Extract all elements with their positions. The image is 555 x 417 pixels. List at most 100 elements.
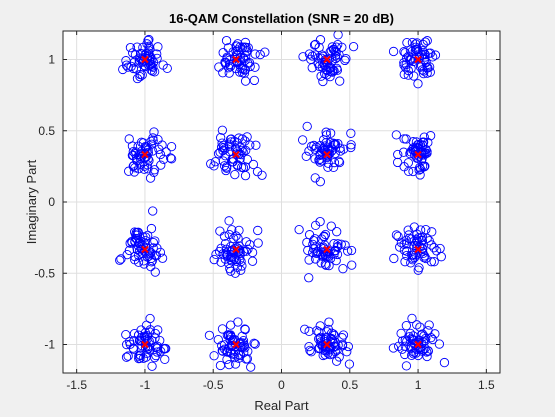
received-symbol-point — [323, 324, 334, 335]
received-symbol-point — [304, 273, 314, 283]
received-symbol-point — [419, 137, 429, 147]
y-tick-label: 1 — [48, 53, 55, 67]
received-symbol-point — [323, 162, 333, 172]
received-symbol-point — [302, 121, 312, 132]
received-symbol-point — [234, 59, 244, 70]
received-symbol-point — [310, 144, 320, 154]
received-symbol-point — [322, 327, 332, 337]
received-symbol-point — [415, 322, 425, 332]
received-symbol-point — [332, 227, 342, 237]
received-symbol-point — [206, 159, 216, 169]
received-symbol-point — [166, 141, 177, 152]
received-symbol-point — [415, 170, 425, 180]
received-symbol-point — [329, 157, 340, 168]
x-axis-ticks: -1.5 -1 -0.5 0 0.5 1 1.5 — [66, 31, 495, 392]
received-symbol-point — [155, 149, 166, 160]
received-symbol-point — [393, 149, 403, 160]
received-symbol-point — [401, 321, 412, 331]
received-symbol-point — [310, 154, 320, 164]
received-symbol-point — [335, 76, 345, 86]
received-symbol-point — [411, 39, 421, 49]
received-symbol-point — [409, 222, 419, 232]
received-symbol-point — [209, 161, 219, 171]
received-symbol-point — [252, 167, 263, 177]
received-symbol-point — [138, 232, 148, 242]
ideal-symbol-marker — [323, 55, 331, 64]
received-symbol-point — [221, 165, 231, 176]
received-symbol-point — [146, 261, 156, 272]
received-symbol-point — [124, 337, 135, 347]
received-symbol-point — [132, 230, 142, 240]
received-symbol-point — [131, 233, 142, 244]
received-symbol-point — [343, 246, 353, 256]
received-symbol-point — [230, 268, 240, 278]
received-symbol-point — [403, 65, 413, 76]
received-symbol-point — [417, 161, 428, 171]
x-tick-label: 1.5 — [478, 378, 495, 392]
received-symbol-point — [148, 206, 158, 216]
received-symbol-point — [413, 79, 423, 89]
received-symbol-point — [153, 325, 163, 335]
received-symbol-point — [144, 44, 154, 54]
received-symbol-point — [235, 350, 245, 361]
y-tick-label: 0.5 — [38, 124, 55, 138]
ideal-symbol-marker — [323, 245, 331, 254]
received-symbol-point — [407, 144, 418, 154]
received-symbol-point — [434, 339, 445, 349]
received-symbol-point — [217, 138, 227, 148]
received-symbol-point — [243, 43, 253, 53]
received-symbol-point — [209, 351, 219, 361]
received-symbol-point — [146, 61, 157, 71]
received-symbol-point — [134, 351, 144, 361]
received-symbol-point — [405, 45, 416, 55]
received-symbols — [115, 31, 450, 372]
received-symbol-point — [388, 46, 399, 57]
received-symbol-point — [329, 238, 339, 249]
received-symbol-point — [346, 142, 356, 153]
received-symbol-point — [232, 161, 243, 171]
received-symbol-point — [241, 246, 251, 256]
received-symbol-point — [412, 235, 422, 245]
received-symbol-point — [421, 57, 431, 68]
received-symbol-point — [420, 161, 430, 171]
received-symbol-point — [225, 263, 235, 274]
ideal-symbol-marker — [232, 150, 240, 159]
received-symbol-point — [222, 330, 233, 340]
ideal-symbol-marker — [414, 55, 422, 64]
received-symbol-point — [135, 153, 146, 164]
received-symbol-point — [248, 159, 259, 170]
received-symbol-point — [421, 224, 431, 235]
received-symbol-point — [346, 245, 357, 256]
received-symbol-point — [153, 134, 163, 145]
received-symbol-point — [141, 352, 151, 362]
ideal-symbol-marker — [323, 150, 331, 159]
received-symbol-point — [135, 353, 145, 363]
received-symbol-point — [204, 330, 215, 340]
received-symbol-point — [217, 346, 227, 356]
received-symbol-point — [403, 158, 413, 168]
received-symbol-point — [420, 336, 430, 346]
received-symbol-point — [388, 343, 399, 353]
received-symbol-point — [429, 243, 439, 253]
received-symbol-point — [253, 238, 263, 248]
received-symbol-point — [147, 361, 157, 371]
ideal-symbol-marker — [141, 150, 149, 159]
received-symbol-point — [121, 352, 132, 362]
received-symbol-point — [403, 51, 414, 62]
received-symbol-point — [409, 71, 419, 81]
received-symbol-point — [250, 62, 260, 72]
y-tick-label: -1 — [44, 338, 55, 352]
received-symbol-point — [308, 239, 318, 250]
received-symbol-point — [224, 68, 234, 78]
received-symbol-point — [240, 324, 250, 335]
received-symbol-point — [328, 162, 339, 172]
received-symbol-point — [217, 340, 227, 351]
received-symbol-point — [422, 233, 432, 244]
received-symbol-point — [237, 64, 248, 74]
received-symbol-point — [401, 235, 411, 245]
received-symbol-point — [403, 70, 413, 80]
received-symbol-point — [332, 63, 342, 74]
received-symbol-point — [315, 154, 325, 164]
received-symbol-point — [429, 257, 439, 267]
received-symbol-point — [241, 47, 252, 57]
